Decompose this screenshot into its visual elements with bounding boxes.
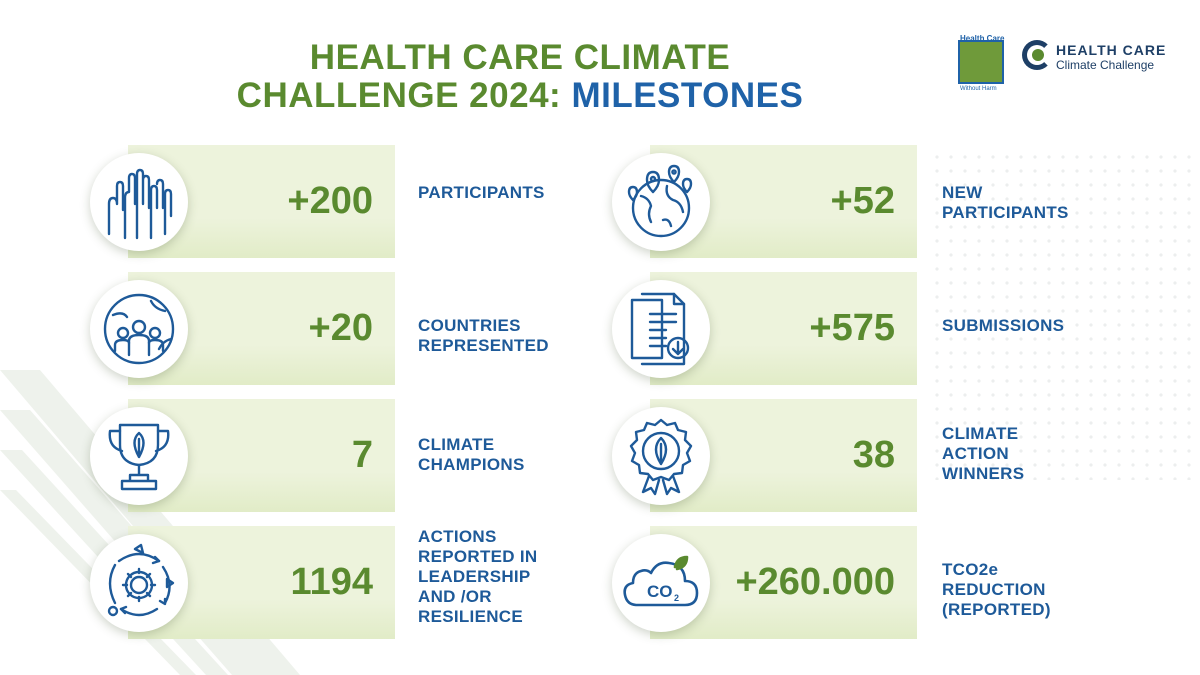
label-line: TCO2e [942,560,999,579]
label-line: COUNTRIES [418,316,521,335]
label-line: (REPORTED) [942,600,1051,619]
milestone-card-tco2e-reduction: CO 2 +260.000 [612,526,917,639]
milestone-label-submissions: SUBMISSIONS [942,316,1117,336]
milestone-card-submissions: +575 [612,272,917,385]
milestone-card-countries: +20 [90,272,395,385]
label-line: CLIMATE [418,435,495,454]
milestone-label-new-participants: NEW PARTICIPANTS [942,183,1117,223]
milestone-card-actions-reported: 1194 [90,526,395,639]
milestone-value: 38 [852,434,895,476]
label-line: AND /OR [418,587,492,606]
label-line: LEADERSHIP [418,567,531,586]
title-blue-part: MILESTONES [571,76,804,115]
cycle-gear-icon [90,534,188,632]
milestone-label-countries: COUNTRIES REPRESENTED [418,316,593,356]
hccc-logo: HEALTH CARE Climate Challenge [1022,40,1172,80]
milestone-value: +575 [809,307,895,349]
label-line: REPRESENTED [418,336,549,355]
raised-hands-icon [90,153,188,251]
label-line: SUBMISSIONS [942,316,1065,335]
documents-download-icon [612,280,710,378]
label-line: PARTICIPANTS [942,203,1069,222]
globe-pins-icon [612,153,710,251]
milestone-value: 7 [351,434,373,476]
milestone-label-climate-champions: CLIMATE CHAMPIONS [418,435,593,475]
title-green-part: CHALLENGE 2024: [236,76,562,115]
label-line: ACTIONS [418,527,497,546]
award-badge-icon [612,407,710,505]
page-title-line1: HEALTH CARE CLIMATE [309,38,731,77]
milestone-value: +200 [287,180,373,222]
label-line: PARTICIPANTS [418,183,545,202]
milestone-card-new-participants: +52 [612,145,917,258]
label-line: REDUCTION [942,580,1046,599]
label-line: CLIMATE [942,424,1019,443]
hcwh-logo-top-text: Health Care [960,34,1005,43]
milestone-value: 1194 [290,561,373,603]
label-line: NEW [942,183,983,202]
globe-people-icon [90,280,188,378]
milestone-value: +260.000 [735,561,895,603]
label-line: REPORTED IN [418,547,538,566]
hccc-logo-line2: Climate Challenge [1056,58,1155,72]
co2-text: CO [647,582,673,601]
hcwh-logo: Health Care Without Harm [958,34,1006,96]
milestone-value: +20 [308,307,373,349]
co2-subscript: 2 [674,593,679,603]
hcwh-logo-bottom-text: Without Harm [960,86,997,92]
label-line: ACTION [942,444,1009,463]
milestone-value: +52 [830,180,895,222]
hccc-logo-line1: HEALTH CARE [1056,42,1167,58]
label-line: WINNERS [942,464,1025,483]
co2-cloud-icon: CO 2 [612,534,710,632]
label-line: CHAMPIONS [418,455,525,474]
milestone-label-climate-action-winners: CLIMATE ACTION WINNERS [942,424,1117,484]
milestone-card-climate-champions: 7 [90,399,395,512]
trophy-leaf-icon [90,407,188,505]
page-title-line2: CHALLENGE 2024: MILESTONES [0,76,1040,116]
label-line: RESILIENCE [418,607,524,626]
milestone-label-participants: PARTICIPANTS [418,183,593,203]
milestone-card-climate-action-winners: 38 [612,399,917,512]
milestone-label-actions-reported: ACTIONS REPORTED IN LEADERSHIP AND /OR R… [418,527,593,627]
milestone-label-tco2e-reduction: TCO2e REDUCTION (REPORTED) [942,560,1117,620]
milestone-card-participants: +200 [90,145,395,258]
